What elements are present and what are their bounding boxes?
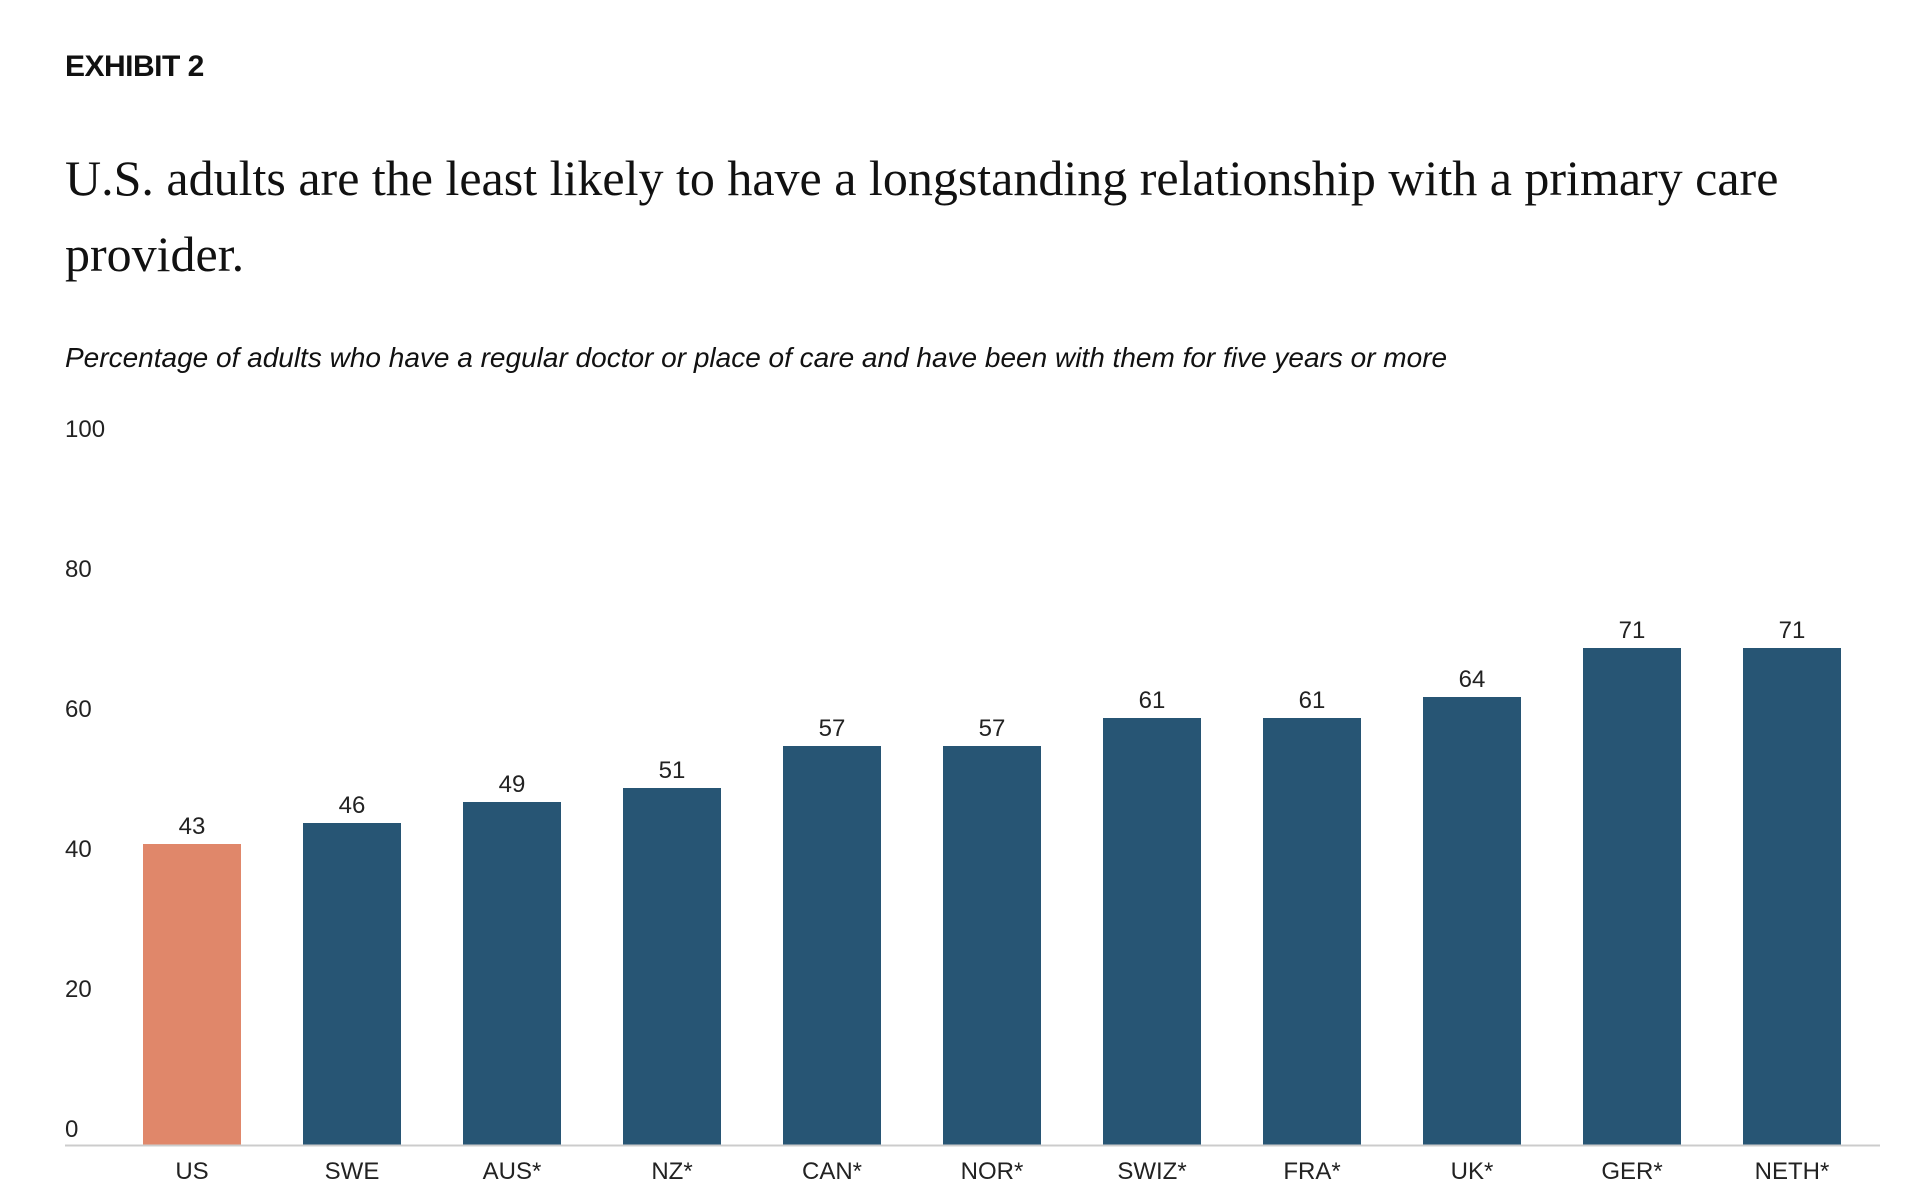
chart-subtitle: Percentage of adults who have a regular …: [65, 342, 1448, 373]
bar-swe: [303, 823, 401, 1145]
exhibit-label: EXHIBIT 2: [65, 50, 204, 83]
data-label-uk: 64: [1459, 666, 1486, 693]
bar-can: [783, 746, 881, 1145]
category-label-swiz: SWIZ*: [1117, 1158, 1186, 1185]
y-tick-label-80: 80: [65, 556, 92, 583]
bar-uk: [1423, 697, 1521, 1145]
data-label-swe: 46: [339, 792, 366, 819]
chart-title: U.S. adults are the least likely to have…: [65, 150, 1779, 282]
data-label-swiz: 61: [1139, 687, 1166, 714]
bar-neth: [1743, 648, 1841, 1145]
category-label-nz: NZ*: [651, 1158, 692, 1185]
category-label-can: CAN*: [802, 1158, 862, 1185]
category-label-swe: SWE: [325, 1158, 380, 1185]
x-axis-labels: US SWE AUS* NZ* CAN* NOR* SWIZ* FRA* UK* GER* NETH…: [175, 1158, 1829, 1185]
category-label-ger: GER*: [1601, 1158, 1662, 1185]
data-label-can: 57: [819, 715, 846, 742]
data-label-fra: 61: [1299, 687, 1326, 714]
bar-nor: [943, 746, 1041, 1145]
data-label-nor: 57: [979, 715, 1006, 742]
data-label-us: 43: [179, 813, 206, 840]
data-label-ger: 71: [1619, 617, 1646, 644]
y-tick-label-100: 100: [65, 416, 105, 443]
bar-nz: [623, 788, 721, 1145]
category-label-neth: NETH*: [1755, 1158, 1830, 1185]
y-axis-ticks: 0 20 40 60 80 100: [65, 416, 105, 1143]
category-label-nor: NOR*: [961, 1158, 1024, 1185]
category-label-us: US: [175, 1158, 208, 1185]
category-label-uk: UK*: [1451, 1158, 1494, 1185]
y-tick-label-60: 60: [65, 696, 92, 723]
bar-us: [143, 844, 241, 1145]
bar-ger: [1583, 648, 1681, 1145]
category-label-aus: AUS*: [483, 1158, 542, 1185]
category-label-fra: FRA*: [1283, 1158, 1340, 1185]
bar-swiz: [1103, 718, 1201, 1145]
y-tick-label-0: 0: [65, 1116, 78, 1143]
bar-fra: [1263, 718, 1361, 1145]
bar-aus: [463, 802, 561, 1145]
data-labels: 43 46 49 51 57 57 61 61 64 71 71: [179, 617, 1806, 840]
y-tick-label-20: 20: [65, 976, 92, 1003]
data-label-nz: 51: [659, 757, 686, 784]
y-tick-label-40: 40: [65, 836, 92, 863]
data-label-neth: 71: [1779, 617, 1806, 644]
bars: [143, 648, 1841, 1145]
data-label-aus: 49: [499, 771, 526, 798]
